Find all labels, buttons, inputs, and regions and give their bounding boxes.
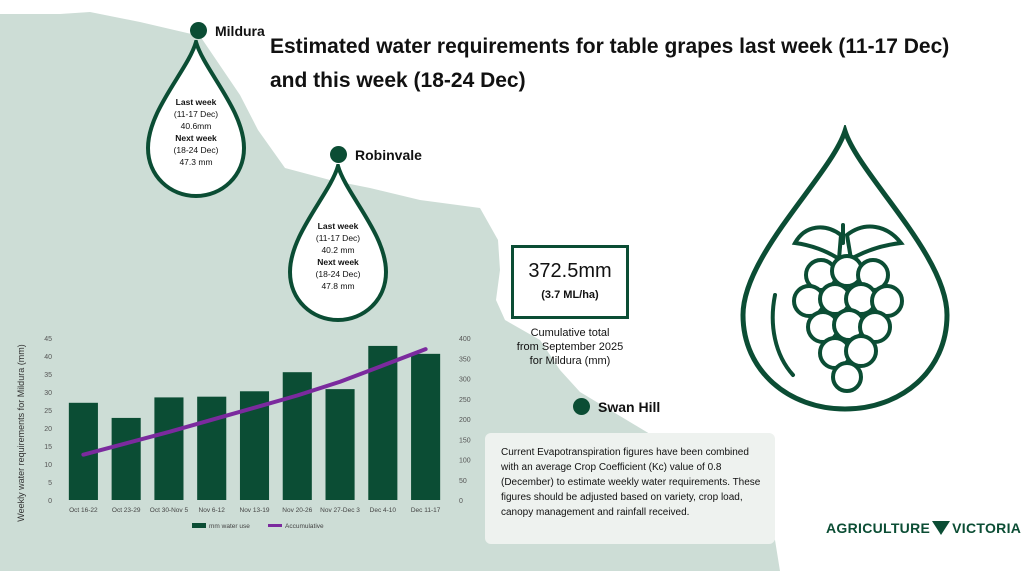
x-tick-label: Dec 11-17: [411, 507, 441, 514]
town-mildura-label: Mildura: [215, 22, 265, 39]
y-axis-label: Weekly water requirements for Mildura (m…: [16, 344, 26, 521]
town-swan-hill: Swan Hill: [573, 398, 660, 415]
robinvale-next-label: Next week: [317, 257, 359, 267]
bar: [111, 417, 141, 500]
grape-drop-icon: [740, 125, 950, 412]
x-tick-label: Oct 30-Nov 5: [150, 507, 189, 514]
y-right-tick-label: 250: [459, 397, 471, 404]
cumulative-caption-line: for Mildura (mm): [529, 355, 611, 367]
x-tick-label: Nov 6-12: [199, 507, 226, 514]
town-mildura: Mildura: [190, 22, 265, 39]
cumulative-box: 372.5mm (3.7 ML/ha): [511, 245, 629, 319]
water-requirement-chart: 0 5 10 15 20 25 30 35 40 45 0 50 100 150 200 250 300 350 4…: [16, 336, 471, 530]
drop-shape-icon: [145, 40, 247, 199]
logo-triangle-icon: [932, 521, 951, 535]
cumulative-caption-line: Cumulative total: [530, 327, 610, 339]
x-tick-label: Oct 23-29: [112, 507, 141, 514]
cumulative-ml: (3.7 ML/ha): [541, 289, 599, 301]
mildura-next-label: Next week: [175, 133, 217, 143]
location-dot-icon: [330, 146, 347, 163]
methodology-note: Current Evapotranspiration figures have …: [485, 433, 775, 544]
agriculture-victoria-logo: AGRICULTURE VICTORIA: [826, 520, 1021, 536]
robinvale-next-dates: (18-24 Dec): [315, 269, 361, 279]
y-right-tick-label: 50: [459, 478, 467, 485]
robinvale-last-label: Last week: [317, 221, 359, 231]
legend-label-bars: mm water use: [209, 523, 250, 530]
cumulative-caption: Cumulative total from September 2025 for…: [505, 326, 635, 368]
town-robinvale-label: Robinvale: [355, 146, 422, 163]
y-left-tick-label: 40: [44, 354, 52, 361]
robinvale-next-value: 47.8 mm: [321, 281, 355, 291]
mildura-last-dates: (11-17 Dec): [173, 109, 219, 119]
bar: [325, 389, 355, 500]
y-right-tick-label: 400: [459, 336, 471, 343]
location-dot-icon: [573, 398, 590, 415]
bar: [197, 396, 227, 500]
y-left-tick-label: 10: [44, 462, 52, 469]
y-right-tick-label: 200: [459, 417, 471, 424]
drop-shape-icon: [287, 164, 389, 323]
legend-swatch-bars: [192, 523, 206, 528]
cumulative-caption-line: from September 2025: [516, 341, 624, 353]
y-left-tick-label: 45: [44, 336, 52, 343]
y-right-tick-label: 350: [459, 356, 471, 363]
y-right-tick-label: 300: [459, 377, 471, 384]
x-tick-label: Nov 20-26: [282, 507, 312, 514]
y-right-tick-label: 100: [459, 458, 471, 465]
location-dot-icon: [190, 22, 207, 39]
town-robinvale: Robinvale: [330, 146, 422, 163]
logo-text-victoria: VICTORIA: [952, 520, 1022, 536]
legend-label-line: Accumulative: [285, 523, 324, 530]
bar: [368, 345, 398, 500]
town-swan-hill-label: Swan Hill: [598, 398, 661, 415]
mildura-next-value: 47.3 mm: [179, 157, 213, 167]
y-left-tick-label: 5: [48, 480, 52, 487]
page-title: Estimated water requirements for table g…: [270, 35, 950, 92]
x-tick-label: Dec 4-10: [370, 507, 397, 514]
mildura-last-label: Last week: [175, 97, 217, 107]
bar: [411, 353, 441, 500]
x-tick-label: Nov 27-Dec 3: [320, 507, 360, 514]
y-left-tick-label: 0: [48, 498, 52, 505]
y-right-tick-label: 0: [459, 498, 463, 505]
mildura-next-dates: (18-24 Dec): [173, 145, 219, 155]
cumulative-value: 372.5mm: [528, 260, 612, 282]
y-right-tick-label: 150: [459, 437, 471, 444]
y-left-tick-label: 20: [44, 426, 52, 433]
mildura-drop: Last week (11-17 Dec) 40.6mm Next week (…: [144, 40, 248, 200]
y-left-tick-label: 35: [44, 372, 52, 379]
robinvale-last-dates: (11-17 Dec): [315, 233, 361, 243]
y-left-tick-label: 30: [44, 390, 52, 397]
y-left-tick-label: 15: [44, 444, 52, 451]
y-left-tick-label: 25: [44, 408, 52, 415]
robinvale-last-value: 40.2 mm: [321, 245, 355, 255]
x-tick-label: Nov 13-19: [240, 507, 270, 514]
mildura-last-value: 40.6mm: [180, 121, 212, 131]
robinvale-drop: Last week (11-17 Dec) 40.2 mm Next week …: [286, 164, 390, 324]
logo-text-agriculture: AGRICULTURE: [826, 520, 931, 536]
bar: [154, 397, 184, 500]
accumulative-line: [81, 347, 428, 457]
x-tick-label: Oct 16-22: [69, 507, 98, 514]
